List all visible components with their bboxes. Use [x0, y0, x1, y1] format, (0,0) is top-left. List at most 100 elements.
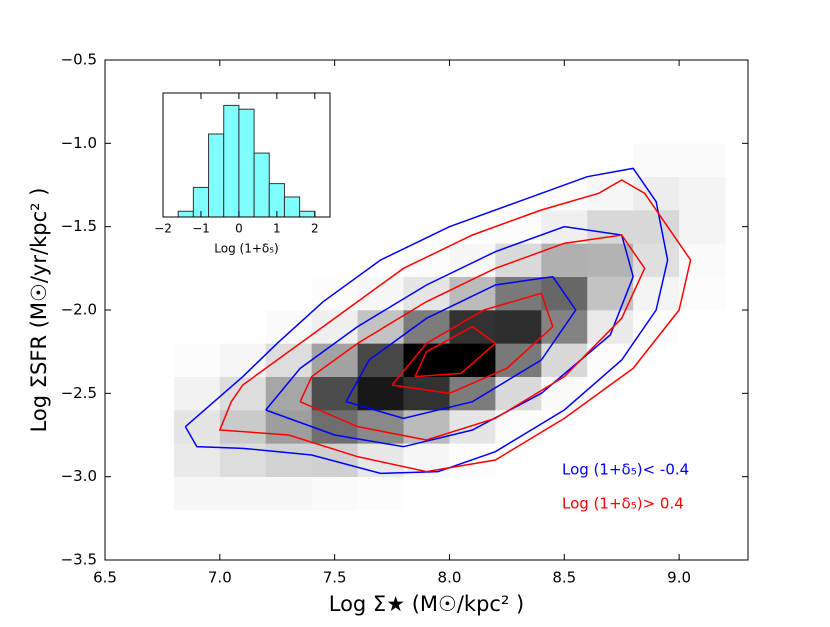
- x-tick-label: −1: [192, 222, 210, 236]
- density-cell: [357, 443, 404, 477]
- density-cell: [173, 243, 221, 277]
- density-cell: [403, 343, 450, 377]
- density-cell: [587, 343, 634, 377]
- density-cell: [449, 410, 496, 444]
- x-tick-label: 0: [235, 222, 243, 236]
- x-tick-label: 7.5: [323, 569, 347, 587]
- density-cell: [495, 410, 542, 444]
- density-cell: [495, 143, 542, 177]
- x-tick-label: −2: [154, 222, 172, 236]
- histogram-bar: [283, 196, 301, 218]
- density-cell: [633, 276, 680, 311]
- density-cell: [633, 143, 680, 177]
- density-cell: [679, 343, 726, 377]
- density-cell: [495, 210, 542, 244]
- x-tick-label: 7.0: [208, 569, 232, 587]
- contour-line: [265, 225, 634, 448]
- histogram-bar: [223, 104, 240, 218]
- density-cell: [265, 410, 312, 444]
- x-tick-label: 8.0: [438, 569, 462, 587]
- density-cell: [633, 343, 680, 377]
- density-cell: [403, 143, 450, 177]
- density-cell: [403, 210, 450, 244]
- contour-line: [345, 275, 577, 420]
- density-cell: [495, 176, 542, 211]
- density-cell: [219, 376, 267, 411]
- density-cell: [449, 210, 496, 244]
- density-cell: [311, 476, 358, 511]
- density-cell: [403, 176, 450, 211]
- density-cell: [679, 276, 726, 311]
- density-cell: [495, 310, 542, 344]
- density-cell: [633, 243, 680, 277]
- y-axis-label: Log ΣSFR (M☉/yr/kpc² ): [27, 188, 51, 433]
- density-cell: [265, 310, 312, 344]
- density-cell: [679, 476, 726, 511]
- density-cell: [679, 210, 726, 244]
- inset-plot: −2 −1 0 1 2 Log (1+δ₅): [154, 92, 331, 256]
- density-cell: [587, 243, 634, 277]
- density-cell: [633, 476, 680, 511]
- density-cell: [403, 476, 450, 511]
- density-cell: [541, 410, 588, 444]
- density-cell: [449, 276, 496, 311]
- density-cell: [219, 243, 267, 277]
- density-cell: [587, 476, 634, 511]
- density-cell: [357, 410, 404, 444]
- density-cell: [541, 376, 588, 411]
- legend-entry: Log (1+δ₅)> 0.4: [562, 495, 684, 513]
- histogram-bar: [177, 210, 194, 218]
- x-tick-label: 2: [311, 222, 319, 236]
- density-cell: [449, 176, 496, 211]
- density-cell: [219, 476, 267, 511]
- density-cell: [265, 476, 312, 511]
- x-axis-label: Log Σ★ (M☉/kpc² ): [329, 592, 525, 616]
- density-cell: [679, 143, 726, 177]
- inset-x-axis-label: Log (1+δ₅): [214, 242, 278, 256]
- density-cell: [587, 376, 634, 411]
- density-cell: [173, 310, 221, 344]
- y-tick-label: −2.5: [61, 384, 97, 402]
- density-cell: [403, 243, 450, 277]
- density-cell: [495, 443, 542, 477]
- density-cell: [541, 176, 588, 211]
- density-cell: [449, 476, 496, 511]
- density-cell: [357, 476, 404, 511]
- density-cell: [357, 343, 404, 377]
- density-cell: [403, 376, 450, 411]
- density-cell: [633, 410, 680, 444]
- density-cell: [679, 410, 726, 444]
- density-cell: [541, 443, 588, 477]
- x-tick-label: 1: [273, 222, 281, 236]
- density-cell: [357, 143, 404, 177]
- density-cell: [495, 343, 542, 377]
- density-cell: [403, 410, 450, 444]
- y-tick-label: −0.5: [61, 51, 97, 69]
- density-cell: [173, 376, 221, 411]
- density-cell: [357, 376, 404, 411]
- density-cell: [311, 243, 358, 277]
- density-cell: [219, 276, 267, 311]
- density-cell: [219, 343, 267, 377]
- histogram-bar: [238, 108, 255, 218]
- density-cell: [587, 443, 634, 477]
- histogram-bar: [208, 133, 225, 218]
- density-cell: [587, 143, 634, 177]
- contour-line: [184, 167, 669, 475]
- density-cell: [679, 310, 726, 344]
- density-cell: [633, 210, 680, 244]
- plot-frame: [162, 92, 331, 218]
- density-cell: [633, 376, 680, 411]
- density-cell: [587, 310, 634, 344]
- density-cell: [403, 310, 450, 344]
- density-cell: [311, 310, 358, 344]
- density-cell: [173, 410, 221, 444]
- density-cell: [357, 210, 404, 244]
- density-cell: [357, 176, 404, 211]
- density-cell: [633, 443, 680, 477]
- density-cell: [541, 476, 588, 511]
- density-cell: [679, 376, 726, 411]
- density-cell: [587, 176, 634, 211]
- contour-line: [299, 234, 646, 441]
- density-cell: [265, 343, 312, 377]
